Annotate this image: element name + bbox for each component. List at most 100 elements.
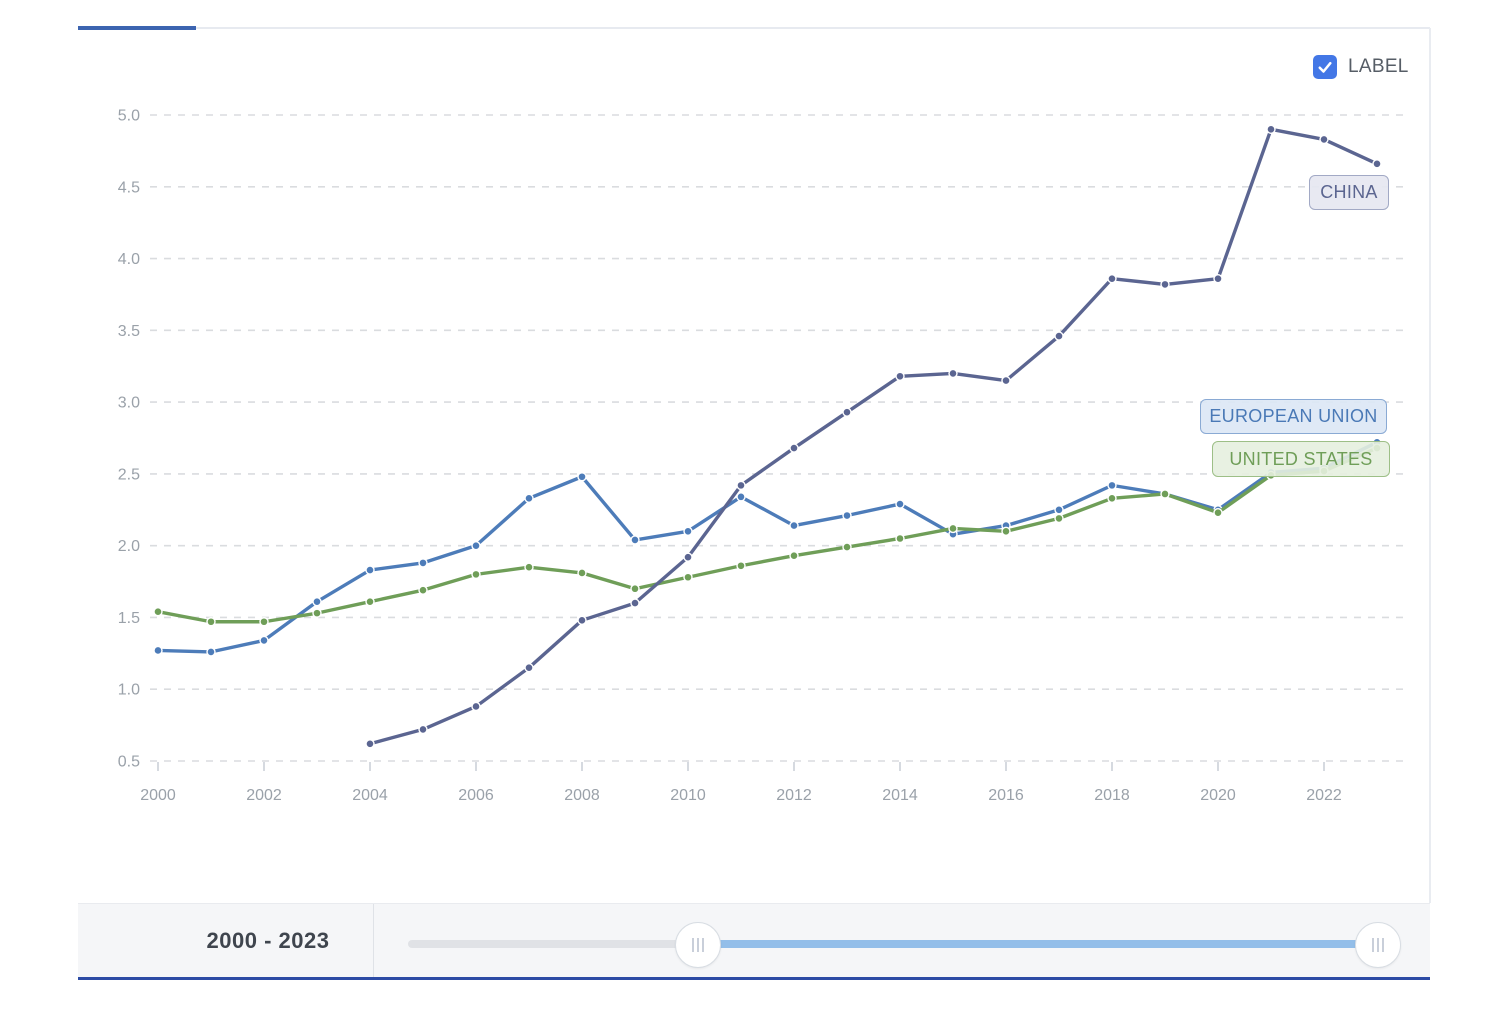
y-tick-label: 3.0 (118, 395, 140, 412)
data-point-china[interactable] (1213, 273, 1223, 284)
data-point-european-union[interactable] (789, 520, 799, 531)
data-point-united-states[interactable] (577, 568, 587, 578)
right-divider (1429, 28, 1431, 903)
x-tick-label: 2004 (352, 787, 388, 804)
data-point-european-union[interactable] (524, 493, 534, 503)
data-point-united-states[interactable] (524, 562, 534, 572)
data-point-united-states[interactable] (418, 585, 428, 595)
slider-handle-left[interactable] (675, 922, 721, 968)
y-tick-label: 1.5 (118, 610, 140, 627)
data-point-united-states[interactable] (948, 523, 958, 534)
series-label-china: CHINA (1309, 175, 1389, 210)
active-tab-indicator (78, 26, 196, 30)
line-chart: 0.5 1.0 1.5 2.0 2.5 3.0 3.5 4.0 4.5 5.0 2000 2002 20… (118, 107, 1406, 804)
y-tick-label: 1.0 (118, 682, 140, 699)
series-label-european-union: EUROPEAN UNION (1200, 399, 1387, 434)
data-point-united-states[interactable] (312, 608, 322, 618)
data-point-united-states[interactable] (1054, 513, 1064, 524)
data-point-united-states[interactable] (1213, 507, 1223, 518)
data-point-european-union[interactable] (577, 472, 587, 482)
series-line-china (368, 127, 1379, 746)
x-tick-label: 2020 (1200, 787, 1236, 804)
data-point-united-states[interactable] (206, 617, 216, 627)
data-point-china[interactable] (1372, 159, 1382, 169)
y-tick-label: 2.5 (118, 466, 140, 483)
data-point-china[interactable] (1160, 279, 1170, 290)
data-point-china[interactable] (948, 368, 958, 379)
data-point-european-union[interactable] (153, 645, 163, 656)
data-point-united-states[interactable] (365, 596, 375, 607)
data-point-european-union[interactable] (471, 540, 481, 551)
x-tick-label: 2008 (564, 787, 600, 804)
x-tick-label: 2014 (882, 787, 918, 804)
data-point-european-union[interactable] (1107, 480, 1117, 491)
label-toggle[interactable]: LABEL (1313, 55, 1409, 79)
data-point-united-states[interactable] (1107, 493, 1117, 503)
slider-track-selected[interactable] (697, 940, 1377, 948)
data-point-china[interactable] (1266, 124, 1276, 135)
data-point-china[interactable] (1107, 273, 1117, 284)
y-tick-label: 2.0 (118, 538, 140, 555)
data-point-united-states[interactable] (789, 551, 799, 561)
data-point-european-union[interactable] (312, 596, 322, 607)
series-line-united-states (156, 446, 1379, 624)
data-point-european-union[interactable] (630, 535, 640, 545)
data-point-united-states[interactable] (842, 542, 852, 552)
data-point-united-states[interactable] (895, 533, 905, 544)
y-tick-label: 5.0 (118, 107, 140, 124)
data-point-china[interactable] (577, 615, 587, 626)
checkmark-icon (1318, 61, 1332, 73)
data-point-united-states[interactable] (471, 569, 481, 580)
x-tick-label: 2016 (988, 787, 1024, 804)
x-tick-label: 2022 (1306, 787, 1342, 804)
data-point-european-union[interactable] (842, 510, 852, 521)
data-point-european-union[interactable] (259, 635, 269, 646)
data-point-european-union[interactable] (365, 565, 375, 575)
data-point-european-union[interactable] (418, 558, 428, 568)
time-range-label: 2000 - 2023 (206, 928, 330, 953)
x-tick-label: 2018 (1094, 787, 1130, 804)
y-tick-label: 0.5 (118, 754, 140, 771)
data-point-china[interactable] (1319, 134, 1329, 145)
x-tick-label: 2012 (776, 787, 812, 804)
data-point-china[interactable] (842, 407, 852, 417)
data-point-china[interactable] (471, 701, 481, 712)
data-point-united-states[interactable] (683, 572, 693, 582)
data-point-china[interactable] (365, 739, 375, 749)
data-point-european-union[interactable] (895, 499, 905, 509)
data-point-china[interactable] (683, 552, 693, 562)
x-tick-label: 2010 (670, 787, 706, 804)
x-tick-label: 2000 (140, 787, 176, 804)
data-point-china[interactable] (630, 598, 640, 608)
y-tick-label: 3.5 (118, 323, 140, 340)
data-point-united-states[interactable] (1160, 489, 1170, 499)
y-tick-label: 4.0 (118, 251, 140, 268)
data-point-china[interactable] (524, 662, 534, 673)
data-point-united-states[interactable] (736, 561, 746, 571)
data-point-european-union[interactable] (683, 526, 693, 537)
slider-handle-right[interactable] (1355, 922, 1401, 968)
data-point-united-states[interactable] (630, 584, 640, 594)
slider-track-unselected[interactable] (408, 940, 708, 948)
data-point-united-states[interactable] (259, 617, 269, 627)
data-point-united-states[interactable] (153, 607, 163, 617)
data-point-european-union[interactable] (1054, 505, 1064, 515)
data-point-china[interactable] (789, 443, 799, 453)
label-checkbox[interactable] (1313, 55, 1337, 79)
data-point-china[interactable] (736, 480, 746, 491)
label-checkbox-text: LABEL (1348, 56, 1409, 77)
data-point-china[interactable] (1054, 331, 1064, 341)
data-point-united-states[interactable] (1001, 526, 1011, 537)
x-tick-label: 2002 (246, 787, 282, 804)
time-range-bar: 2000 - 2023 (78, 903, 1430, 978)
footer-divider (373, 904, 374, 978)
data-point-european-union[interactable] (736, 492, 746, 502)
data-point-china[interactable] (895, 371, 905, 381)
grip-icon (1372, 938, 1384, 952)
data-point-china[interactable] (1001, 375, 1011, 386)
y-tick-label: 4.5 (118, 179, 140, 196)
data-point-china[interactable] (418, 724, 428, 735)
data-point-european-union[interactable] (206, 647, 216, 657)
grip-icon (692, 938, 704, 952)
